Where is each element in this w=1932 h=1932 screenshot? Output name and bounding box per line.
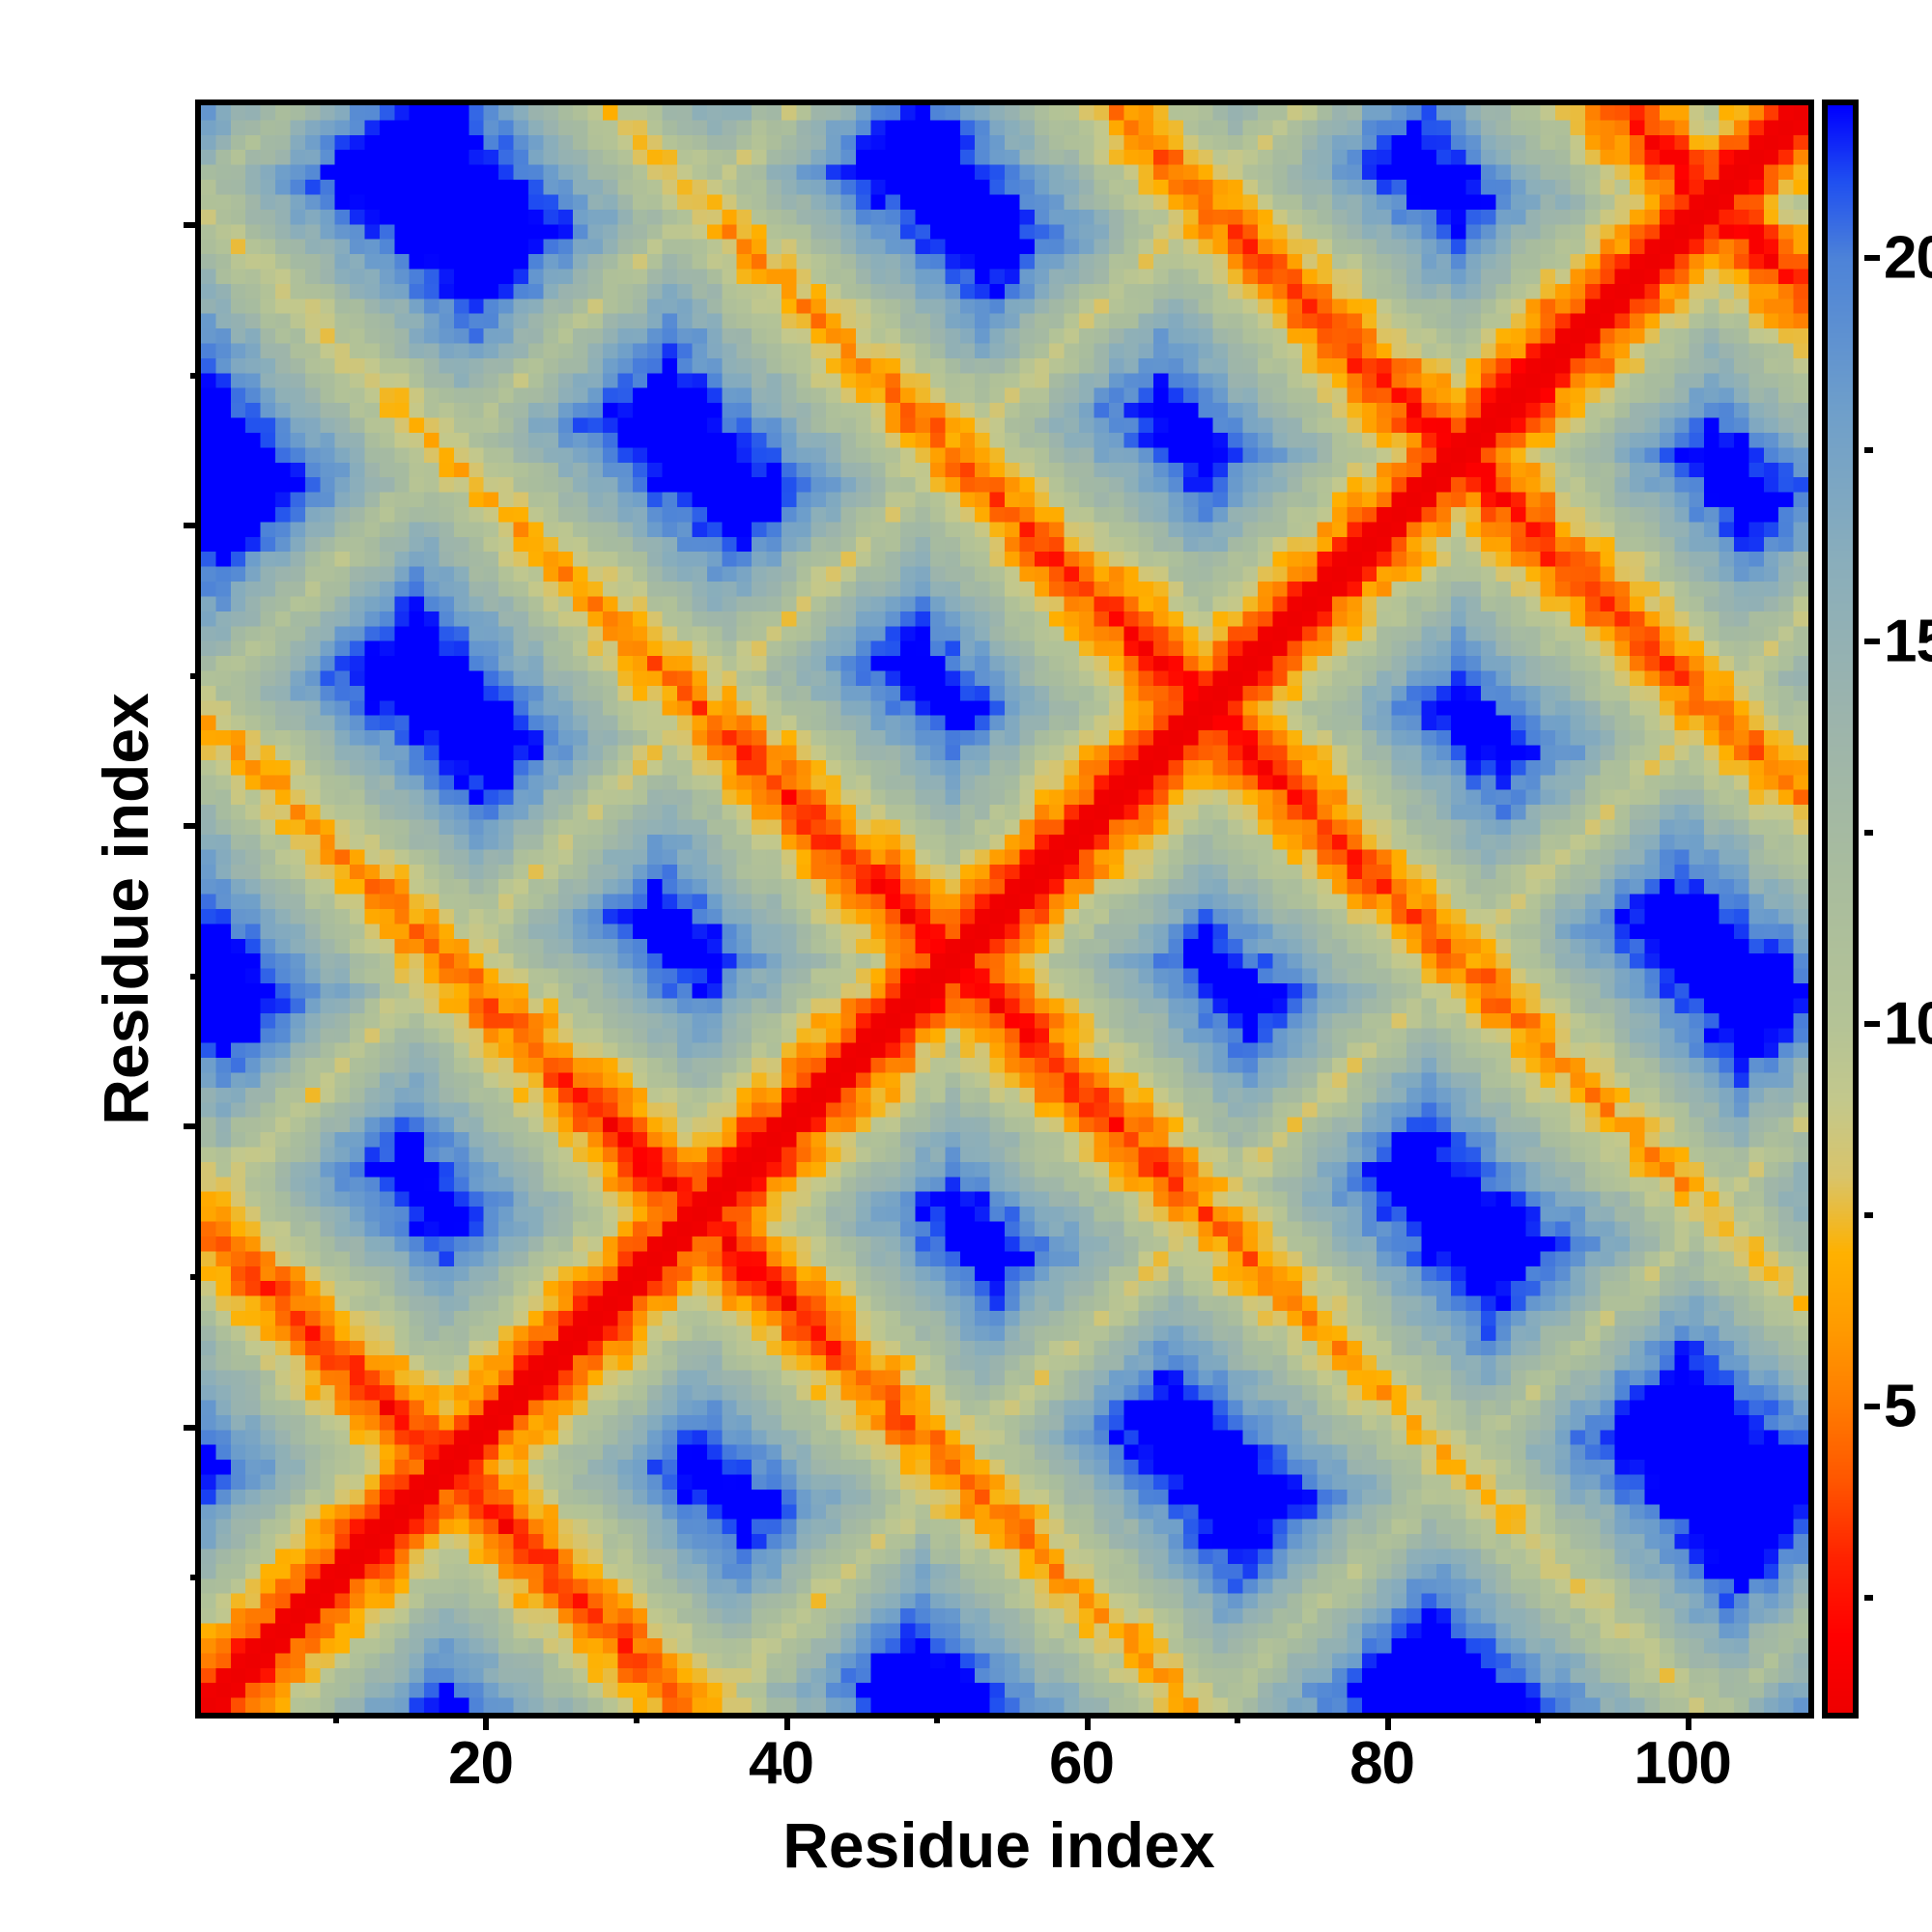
colorbar-tick-label-10: 10 — [1884, 990, 1932, 1058]
y-minor-tick-90 — [190, 372, 201, 379]
colorbar-tick-label-15: 15 — [1884, 608, 1932, 675]
x-axis-label: Residue index — [782, 1809, 1215, 1881]
y-axis-label: Residue index — [90, 693, 161, 1125]
x-tick-20 — [483, 1713, 490, 1730]
x-minor-tick-10 — [332, 1713, 339, 1723]
colorbar-minor-tick — [1864, 829, 1873, 836]
y-minor-tick-70 — [190, 672, 201, 679]
x-minor-tick-50 — [934, 1713, 941, 1723]
x-tick-label-60: 60 — [1049, 1730, 1115, 1797]
colorbar-tick-15 — [1864, 638, 1880, 644]
y-minor-tick-30 — [190, 1274, 201, 1280]
colorbar-tick-label-5: 5 — [1884, 1373, 1917, 1440]
y-tick-80 — [184, 523, 201, 529]
colorbar-minor-tick — [1864, 446, 1873, 453]
x-tick-40 — [783, 1713, 790, 1730]
y-minor-tick-10 — [190, 1575, 201, 1581]
x-tick-label-100: 100 — [1634, 1730, 1731, 1797]
x-minor-tick-30 — [633, 1713, 639, 1723]
x-tick-80 — [1384, 1713, 1391, 1730]
colorbar-tick-5 — [1864, 1404, 1880, 1410]
x-tick-label-80: 80 — [1350, 1730, 1415, 1797]
colorbar-minor-tick — [1864, 1595, 1873, 1602]
y-tick-60 — [184, 823, 201, 830]
x-minor-tick-70 — [1235, 1713, 1241, 1723]
colorbar-gradient — [1828, 105, 1853, 1713]
y-tick-100 — [184, 222, 201, 229]
colorbar-tick-label-20: 20 — [1884, 224, 1932, 292]
x-tick-60 — [1084, 1713, 1091, 1730]
colorbar-minor-tick — [1864, 1211, 1873, 1218]
heatmap-plot-area: Residue index — [90, 99, 1814, 1730]
colorbar: 5 10 15 20 — [1822, 99, 1932, 1719]
y-tick-20 — [184, 1424, 201, 1431]
colorbar-tick-10 — [1864, 1020, 1880, 1027]
colorbar-tick-20 — [1864, 255, 1880, 262]
x-tick-100 — [1685, 1713, 1691, 1730]
contact-map-heatmap — [201, 105, 1808, 1713]
y-tick-40 — [184, 1123, 201, 1130]
y-minor-tick-50 — [190, 973, 201, 980]
x-minor-tick-90 — [1535, 1713, 1542, 1723]
x-tick-label-20: 20 — [447, 1730, 514, 1797]
x-tick-label-40: 40 — [749, 1730, 814, 1797]
